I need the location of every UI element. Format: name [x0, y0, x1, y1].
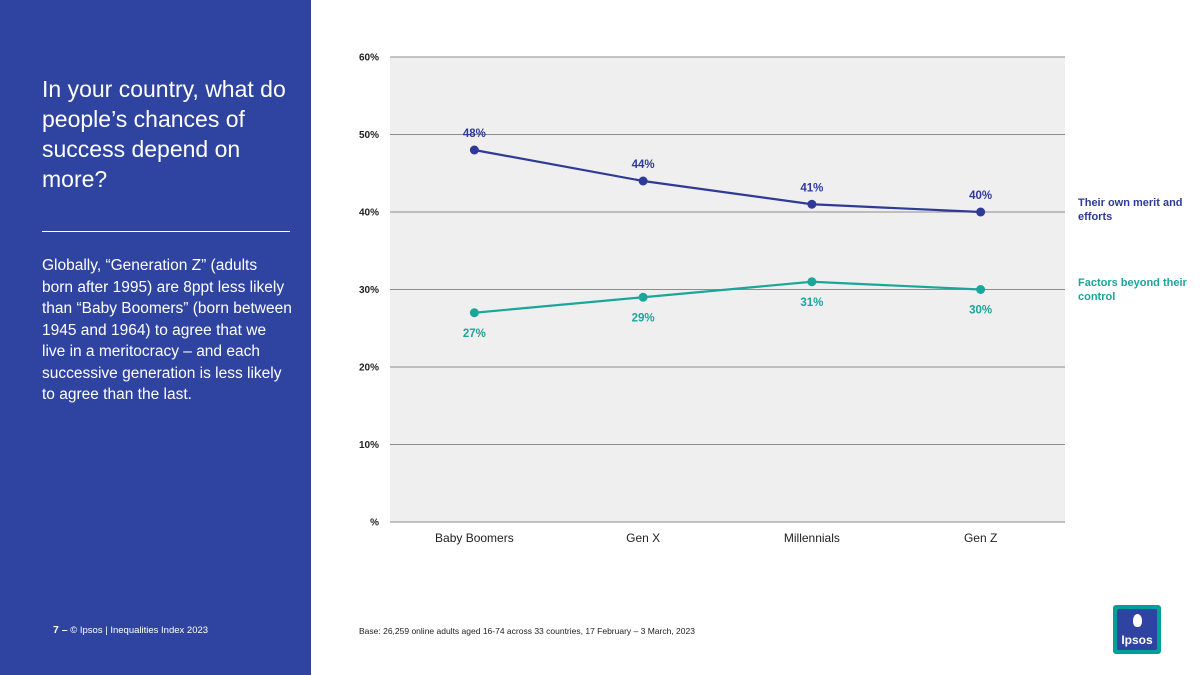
series-line-control: [474, 280, 981, 314]
data-point: [807, 199, 817, 209]
data-point: [638, 292, 648, 302]
y-tick-label: 30%: [359, 285, 379, 296]
data-label: 29%: [632, 312, 655, 324]
data-label: 27%: [463, 328, 486, 340]
title-divider: [42, 231, 290, 232]
question-title: In your country, what do people’s chance…: [42, 76, 286, 192]
footer-credit: 7 – © Ipsos | Inequalities Index 2023: [53, 624, 208, 636]
y-tick-label: 10%: [359, 440, 379, 451]
data-label: 44%: [632, 159, 655, 171]
data-label: 41%: [800, 182, 823, 194]
data-label: 48%: [463, 128, 486, 140]
y-tick-label: 40%: [359, 208, 379, 219]
y-tick-label: 50%: [359, 130, 379, 141]
base-note: Base: 26,259 online adults aged 16-74 ac…: [359, 626, 695, 636]
left-panel: In your country, what do people’s chance…: [0, 0, 311, 675]
summary-text: Globally, “Generation Z” (adults born af…: [42, 257, 292, 403]
y-tick-label: %: [370, 518, 379, 529]
legend-merit: Their own merit and efforts: [1078, 197, 1183, 223]
x-tick-label: Gen Z: [964, 531, 997, 545]
x-tick-label: Gen X: [626, 531, 660, 545]
y-tick-label: 20%: [359, 363, 379, 374]
data-label: 30%: [969, 305, 992, 317]
logo-text: Ipsos: [1121, 633, 1153, 647]
ipsos-logo: Ipsos: [1113, 605, 1161, 654]
series-line-merit: [474, 148, 981, 214]
logo-mark: [1133, 614, 1142, 627]
y-tick-label: 60%: [359, 53, 379, 64]
x-tick-label: Baby Boomers: [435, 531, 514, 545]
data-point: [807, 277, 817, 287]
data-point: [638, 176, 648, 186]
data-point: [976, 207, 986, 217]
footer-copyright: © Ipsos | Inequalities Index 2023: [70, 625, 209, 636]
data-label: 31%: [800, 297, 823, 309]
legend-control: Factors beyond their control: [1078, 277, 1187, 303]
page-number: 7 –: [53, 624, 68, 636]
data-point: [469, 308, 479, 318]
data-point: [469, 145, 479, 155]
line-chart: % 10% 20% 30% 40% 50% 60% Baby Boomers Gen X Mill…: [359, 53, 1065, 545]
data-label: 40%: [969, 190, 992, 202]
data-point: [976, 285, 986, 294]
x-tick-label: Millennials: [784, 531, 840, 545]
